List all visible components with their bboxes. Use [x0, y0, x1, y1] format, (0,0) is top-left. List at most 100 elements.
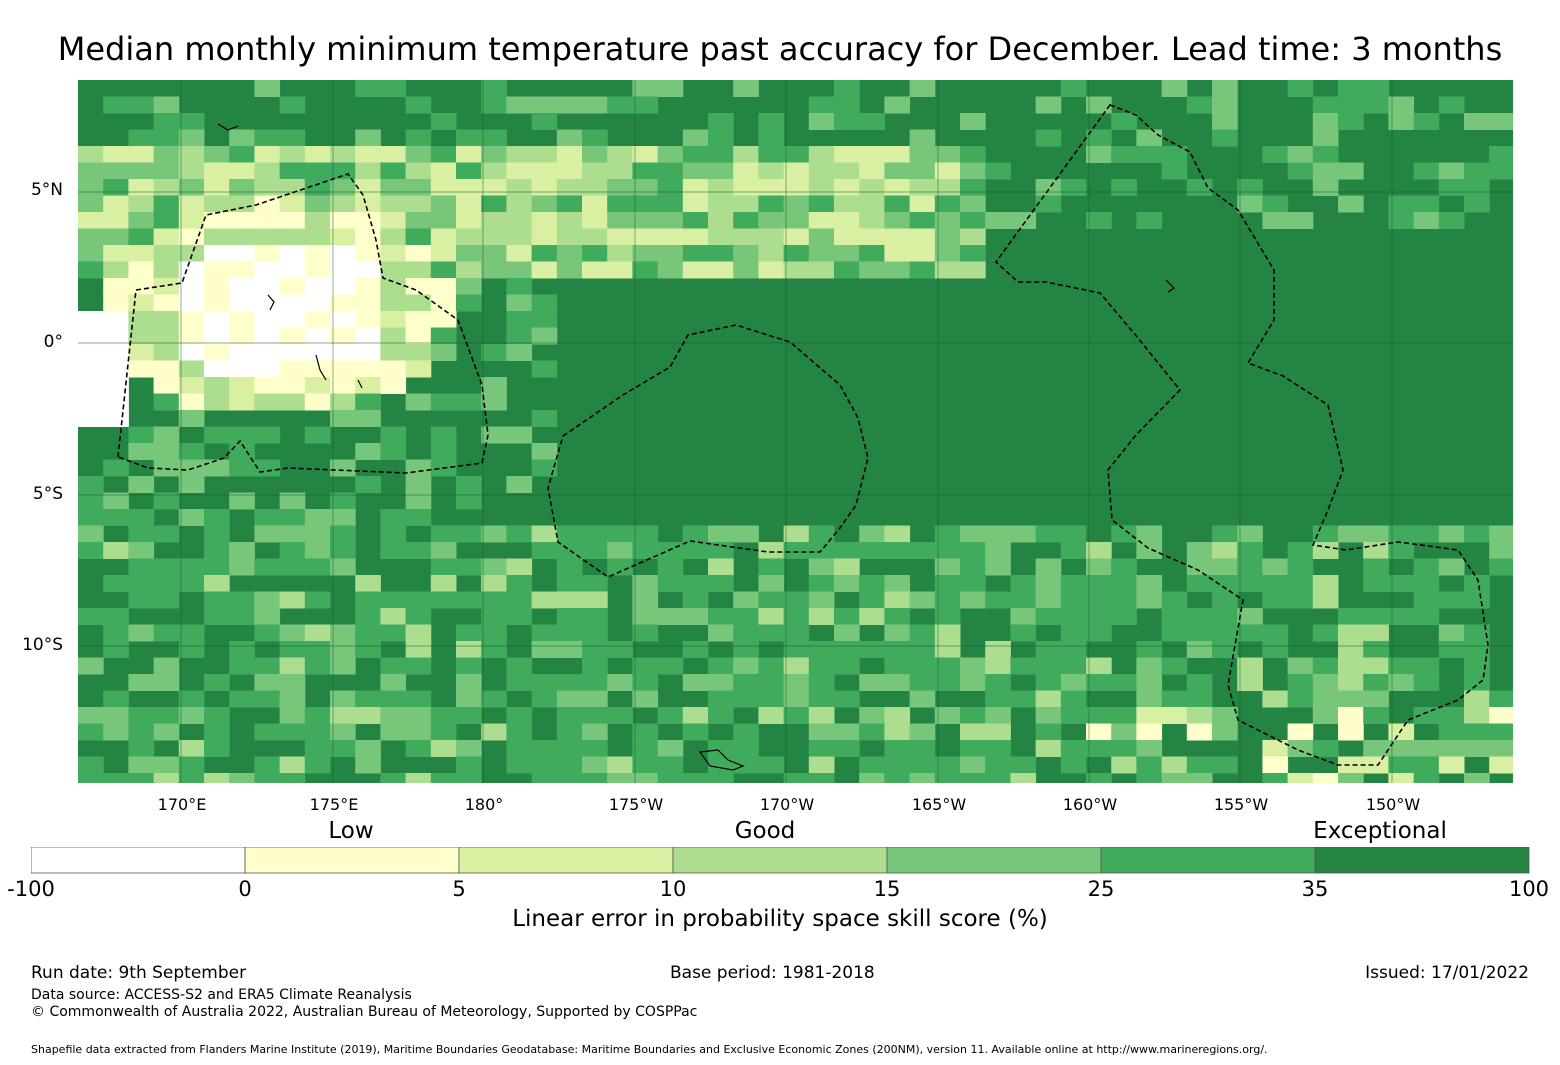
skill-cell — [556, 228, 583, 246]
skill-cell — [153, 525, 180, 543]
skill-cell — [960, 261, 986, 279]
skill-cell — [859, 773, 885, 783]
skill-cell — [1363, 608, 1389, 625]
lon-label-180: 180° — [464, 795, 504, 814]
skill-cell — [733, 212, 759, 229]
skill-cell — [1060, 674, 1087, 691]
skill-cell — [808, 179, 835, 196]
skill-cell — [380, 212, 407, 229]
skill-cell — [279, 228, 306, 246]
skill-cell — [456, 707, 482, 724]
skill-cell — [1262, 756, 1289, 774]
skill-cell — [380, 525, 407, 543]
skill-cell — [1413, 525, 1440, 543]
skill-cell — [1060, 624, 1087, 642]
skill-cell — [304, 509, 331, 526]
skill-cell — [1237, 674, 1263, 691]
skill-cell — [1262, 740, 1289, 757]
skill-cell — [279, 624, 306, 642]
skill-cell — [758, 179, 785, 196]
skill-cell — [783, 228, 810, 246]
skill-cell — [960, 195, 986, 213]
skill-cell — [531, 690, 558, 708]
skill-cell — [582, 525, 608, 543]
skill-cell — [708, 525, 734, 543]
skill-cell — [531, 327, 558, 345]
skill-cell — [1136, 591, 1163, 609]
skill-cell — [279, 344, 306, 361]
skill-cell — [254, 377, 281, 394]
skill-cell — [405, 641, 432, 658]
skill-cell — [430, 179, 457, 196]
skill-cell — [128, 360, 155, 378]
skill-cell — [506, 162, 533, 180]
skill-cell — [153, 278, 180, 295]
skill-cell — [229, 228, 255, 246]
skill-cell — [657, 542, 684, 559]
tick-label-15: 15 — [873, 877, 901, 901]
skill-cell — [657, 212, 684, 229]
skill-cell — [1186, 542, 1213, 559]
skill-cell — [1489, 558, 1513, 576]
skill-cell — [582, 723, 608, 741]
skill-cell — [153, 245, 180, 262]
skill-cell — [808, 245, 835, 262]
skill-cell — [1212, 608, 1238, 625]
skill-cell — [481, 179, 507, 196]
skill-cell — [405, 707, 432, 724]
skill-cell — [254, 294, 281, 312]
skill-cell — [1060, 740, 1087, 757]
skill-cell — [405, 608, 432, 625]
skill-cell — [279, 278, 306, 295]
skill-cell — [1060, 542, 1087, 559]
skill-cell — [178, 690, 205, 708]
skill-cell — [708, 129, 734, 147]
skill-cell — [531, 162, 558, 180]
skill-cell — [657, 740, 684, 757]
skill-cell — [783, 179, 810, 196]
skill-cell — [808, 690, 835, 708]
skill-cell — [834, 624, 860, 642]
skill-cell — [405, 476, 432, 493]
skill-cell — [1287, 542, 1314, 559]
skill-cell — [1035, 525, 1062, 543]
skill-cell — [758, 212, 785, 229]
skill-cell — [556, 690, 583, 708]
skill-cell — [304, 344, 331, 361]
skill-cell — [1212, 96, 1238, 114]
skill-cell — [582, 96, 608, 114]
colorbar-segment-7 — [1314, 847, 1530, 874]
skill-cell — [1086, 146, 1112, 163]
skill-cell — [985, 162, 1011, 180]
skill-cell — [380, 311, 407, 328]
skill-cell — [355, 179, 381, 196]
skill-cell — [430, 228, 457, 246]
skill-cell — [808, 195, 835, 213]
skill-cell — [1388, 773, 1415, 783]
skill-cell — [960, 558, 986, 576]
skill-cell — [1035, 179, 1062, 196]
skill-cell — [1338, 690, 1364, 708]
skill-cell — [1060, 179, 1087, 196]
skill-cells — [78, 80, 1513, 783]
skill-cell — [1287, 657, 1314, 675]
skill-cell — [481, 690, 507, 708]
skill-cell — [103, 624, 129, 642]
skill-cell — [1489, 690, 1513, 708]
skill-cell — [1161, 707, 1188, 724]
skill-cell — [1363, 740, 1389, 757]
skill-cell — [1363, 690, 1389, 708]
skill-cell — [783, 690, 810, 708]
skill-cell — [1186, 608, 1213, 625]
skill-cell — [254, 393, 281, 411]
skill-cell — [430, 212, 457, 229]
skill-cell — [229, 492, 255, 510]
skill-cell — [834, 608, 860, 625]
skill-cell — [531, 245, 558, 262]
skill-cell — [78, 245, 104, 262]
skill-cell — [279, 558, 306, 576]
skill-cell — [405, 228, 432, 246]
skill-cell — [128, 674, 155, 691]
skill-cell — [128, 327, 155, 345]
skill-cell — [682, 162, 709, 180]
